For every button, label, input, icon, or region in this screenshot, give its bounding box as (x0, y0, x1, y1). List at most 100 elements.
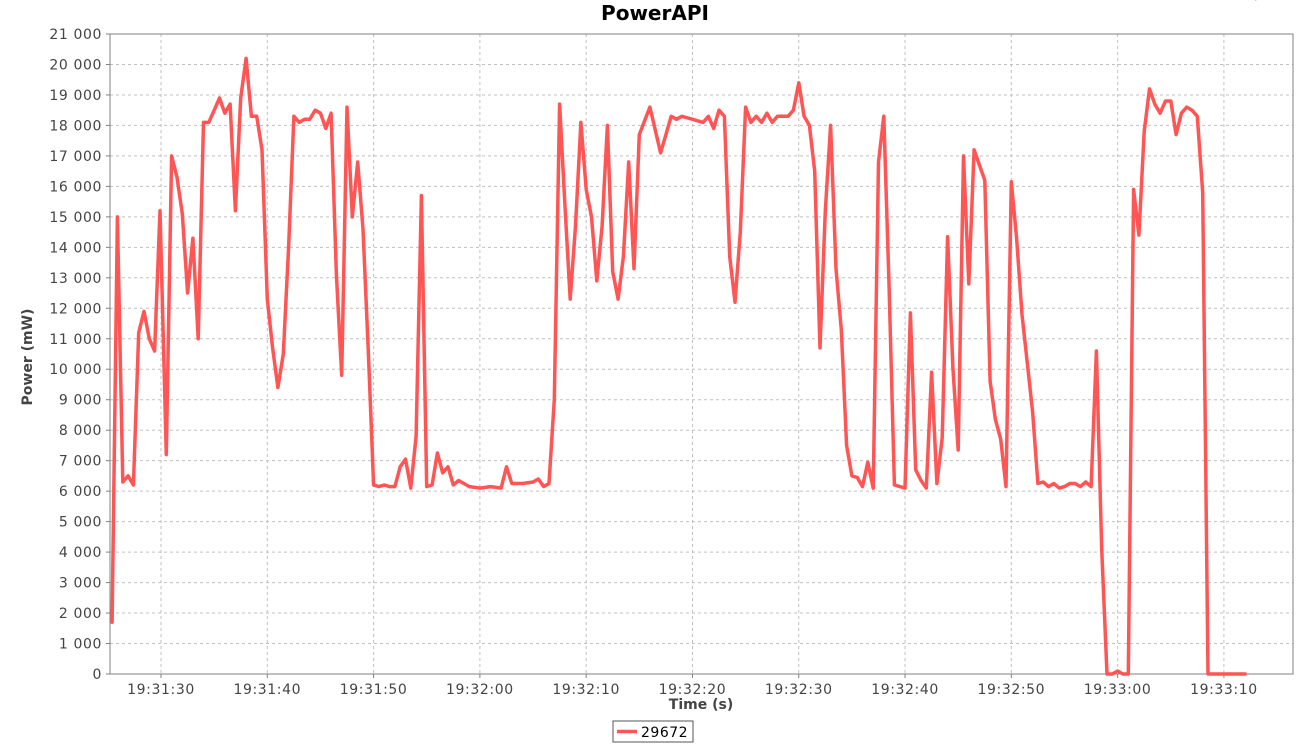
data-point (1032, 411, 1034, 413)
data-point (378, 486, 380, 488)
data-point (660, 152, 662, 154)
y-axis-ticks: 0 1 000 2 000 3 000 4 000 5 000 6 000 7 000 8 00… (49, 27, 110, 683)
data-point (628, 161, 630, 163)
chart-title: PowerAPI (601, 1, 709, 25)
data-point (840, 329, 842, 331)
data-point (989, 380, 991, 382)
data-point (606, 124, 609, 126)
data-point (1074, 482, 1076, 485)
data-point (649, 106, 651, 108)
data-point (851, 475, 853, 477)
data-point (707, 115, 710, 117)
data-point (824, 210, 826, 212)
data-point (154, 350, 156, 352)
x-tick-label: 19:33:10 (1190, 682, 1258, 698)
data-point (548, 482, 550, 485)
data-point (1000, 438, 1002, 440)
y-tick-label: 5 000 (59, 515, 102, 531)
data-point (1010, 181, 1012, 183)
data-point (952, 367, 954, 369)
data-point (293, 115, 295, 117)
data-point (1047, 486, 1050, 488)
data-point (1106, 673, 1108, 675)
y-tick-label: 0 (92, 667, 102, 683)
data-point (931, 371, 933, 373)
data-point (904, 487, 906, 489)
y-tick-label: 17 000 (49, 149, 102, 165)
data-point (500, 487, 502, 489)
y-tick-label: 13 000 (49, 271, 102, 287)
data-point (1175, 134, 1177, 136)
data-point (792, 109, 795, 111)
data-point (1196, 115, 1198, 117)
y-tick-label: 9 000 (59, 393, 102, 409)
data-point (1164, 100, 1167, 102)
data-point (856, 476, 858, 478)
data-point (888, 286, 890, 288)
data-point (410, 487, 412, 489)
data-point (431, 484, 433, 486)
data-point (877, 161, 880, 163)
data-point (1021, 313, 1023, 315)
data-point (245, 57, 247, 60)
data-point (1095, 350, 1097, 352)
data-point (1042, 481, 1044, 483)
data-point (468, 486, 470, 488)
data-point (122, 481, 124, 483)
data-point (814, 170, 816, 172)
data-point (1223, 673, 1225, 675)
data-point (277, 386, 279, 389)
data-point (335, 274, 337, 276)
data-point (1143, 130, 1145, 133)
data-point (1170, 100, 1172, 102)
data-point (143, 310, 145, 312)
data-point (394, 486, 396, 488)
data-point (590, 216, 593, 218)
data-point (947, 236, 949, 238)
data-point (362, 228, 364, 230)
data-point (920, 479, 922, 482)
data-point (596, 280, 598, 282)
y-tick-label: 10 000 (49, 362, 102, 378)
data-point (373, 484, 375, 486)
legend-box (612, 720, 694, 743)
legend[interactable]: 29672 (612, 720, 694, 743)
data-point (447, 466, 449, 468)
data-point (994, 418, 997, 421)
y-tick-label: 6 000 (59, 484, 102, 500)
data-point (617, 298, 619, 300)
data-point (867, 461, 869, 463)
data-point (213, 109, 215, 111)
data-point (973, 149, 975, 151)
data-point (978, 164, 981, 166)
series-line-29672[interactable] (110, 56, 1247, 676)
data-point (612, 271, 614, 273)
data-point (1090, 486, 1092, 488)
data-point (132, 484, 134, 486)
data-point (229, 103, 231, 105)
y-tick-label: 19 000 (49, 88, 102, 104)
data-point (1180, 112, 1182, 114)
data-point (415, 435, 417, 437)
data-point (176, 176, 178, 178)
x-tick-label: 19:31:50 (340, 682, 408, 698)
data-point (314, 109, 316, 111)
data-point (846, 444, 848, 446)
data-point (984, 179, 986, 181)
data-point (505, 466, 508, 468)
data-point (1148, 88, 1151, 90)
data-point (187, 292, 189, 294)
data-point (1127, 673, 1129, 675)
y-tick-label: 18 000 (49, 118, 102, 134)
data-point (957, 449, 959, 451)
data-point (569, 298, 571, 300)
data-point (638, 134, 640, 136)
x-tick-label: 19:32:40 (871, 682, 939, 698)
data-point (111, 621, 113, 623)
data-point (585, 188, 587, 190)
data-point (218, 97, 221, 99)
data-point (303, 118, 306, 120)
data-point (138, 332, 140, 334)
data-point (893, 484, 896, 486)
data-point (564, 204, 566, 206)
